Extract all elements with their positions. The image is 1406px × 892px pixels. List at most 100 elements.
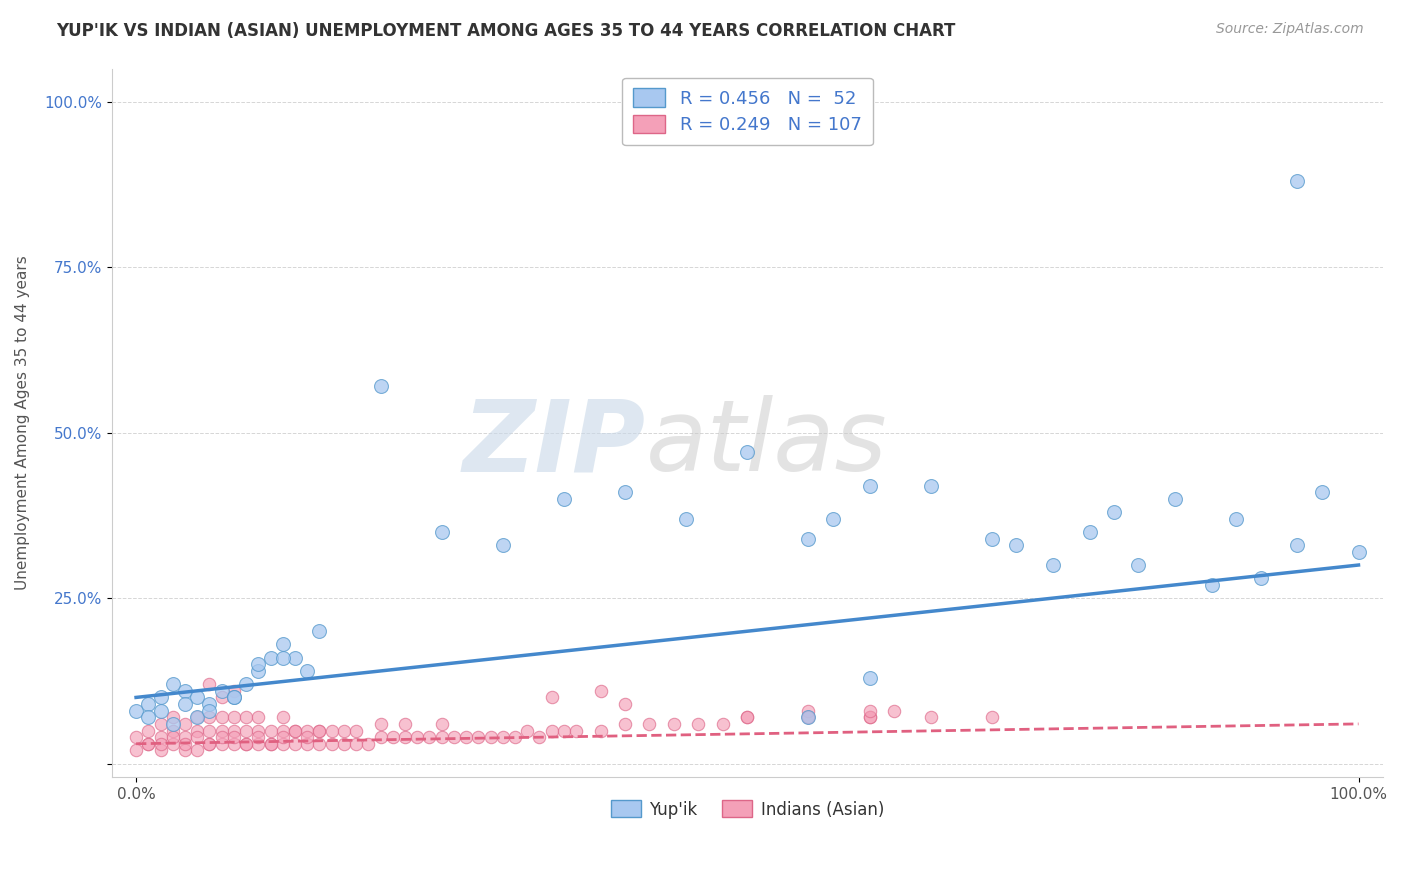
Point — [295, 737, 318, 751]
Point — [186, 710, 208, 724]
Point — [198, 704, 221, 718]
Point — [162, 710, 184, 724]
Point — [259, 737, 281, 751]
Point — [321, 737, 343, 751]
Point — [259, 650, 281, 665]
Point — [174, 743, 197, 757]
Point — [614, 485, 637, 500]
Point — [1164, 491, 1187, 506]
Point — [394, 717, 416, 731]
Point — [284, 723, 307, 738]
Point — [1078, 524, 1101, 539]
Point — [247, 723, 270, 738]
Point — [186, 730, 208, 744]
Point — [858, 710, 880, 724]
Point — [174, 737, 197, 751]
Point — [222, 690, 245, 705]
Point — [125, 743, 148, 757]
Point — [136, 723, 159, 738]
Point — [614, 697, 637, 711]
Point — [980, 532, 1002, 546]
Point — [688, 717, 710, 731]
Point — [222, 710, 245, 724]
Point — [1005, 538, 1028, 552]
Point — [271, 737, 294, 751]
Point — [540, 723, 562, 738]
Point — [295, 664, 318, 678]
Point — [503, 730, 526, 744]
Point — [222, 690, 245, 705]
Point — [198, 710, 221, 724]
Point — [222, 737, 245, 751]
Point — [162, 717, 184, 731]
Point — [284, 723, 307, 738]
Point — [370, 717, 392, 731]
Point — [174, 697, 197, 711]
Point — [247, 657, 270, 672]
Text: ZIP: ZIP — [463, 395, 645, 492]
Point — [136, 737, 159, 751]
Point — [198, 723, 221, 738]
Point — [174, 717, 197, 731]
Point — [735, 710, 758, 724]
Point — [308, 624, 330, 639]
Point — [295, 723, 318, 738]
Point — [1128, 558, 1150, 572]
Point — [920, 478, 942, 492]
Point — [235, 723, 257, 738]
Point — [858, 478, 880, 492]
Point — [529, 730, 551, 744]
Point — [797, 710, 820, 724]
Point — [136, 697, 159, 711]
Point — [308, 723, 330, 738]
Point — [186, 710, 208, 724]
Point — [162, 677, 184, 691]
Point — [162, 737, 184, 751]
Point — [247, 730, 270, 744]
Point — [235, 677, 257, 691]
Point — [271, 650, 294, 665]
Point — [540, 690, 562, 705]
Point — [418, 730, 440, 744]
Point — [467, 730, 489, 744]
Text: Source: ZipAtlas.com: Source: ZipAtlas.com — [1216, 22, 1364, 37]
Point — [858, 704, 880, 718]
Point — [198, 737, 221, 751]
Point — [174, 683, 197, 698]
Point — [125, 704, 148, 718]
Point — [370, 379, 392, 393]
Point — [614, 717, 637, 731]
Point — [797, 710, 820, 724]
Point — [430, 730, 453, 744]
Point — [711, 717, 734, 731]
Point — [247, 737, 270, 751]
Point — [1225, 511, 1247, 525]
Point — [149, 743, 172, 757]
Point — [344, 737, 367, 751]
Point — [186, 723, 208, 738]
Point — [222, 683, 245, 698]
Point — [662, 717, 685, 731]
Point — [222, 723, 245, 738]
Point — [162, 730, 184, 744]
Point — [186, 743, 208, 757]
Point — [430, 524, 453, 539]
Point — [174, 730, 197, 744]
Point — [492, 538, 515, 552]
Point — [1286, 174, 1309, 188]
Point — [235, 737, 257, 751]
Point — [247, 710, 270, 724]
Point — [406, 730, 429, 744]
Point — [735, 710, 758, 724]
Point — [381, 730, 404, 744]
Point — [333, 737, 356, 751]
Point — [186, 690, 208, 705]
Point — [284, 737, 307, 751]
Point — [211, 683, 233, 698]
Point — [858, 671, 880, 685]
Point — [211, 730, 233, 744]
Point — [271, 637, 294, 651]
Point — [357, 737, 380, 751]
Point — [638, 717, 661, 731]
Point — [858, 710, 880, 724]
